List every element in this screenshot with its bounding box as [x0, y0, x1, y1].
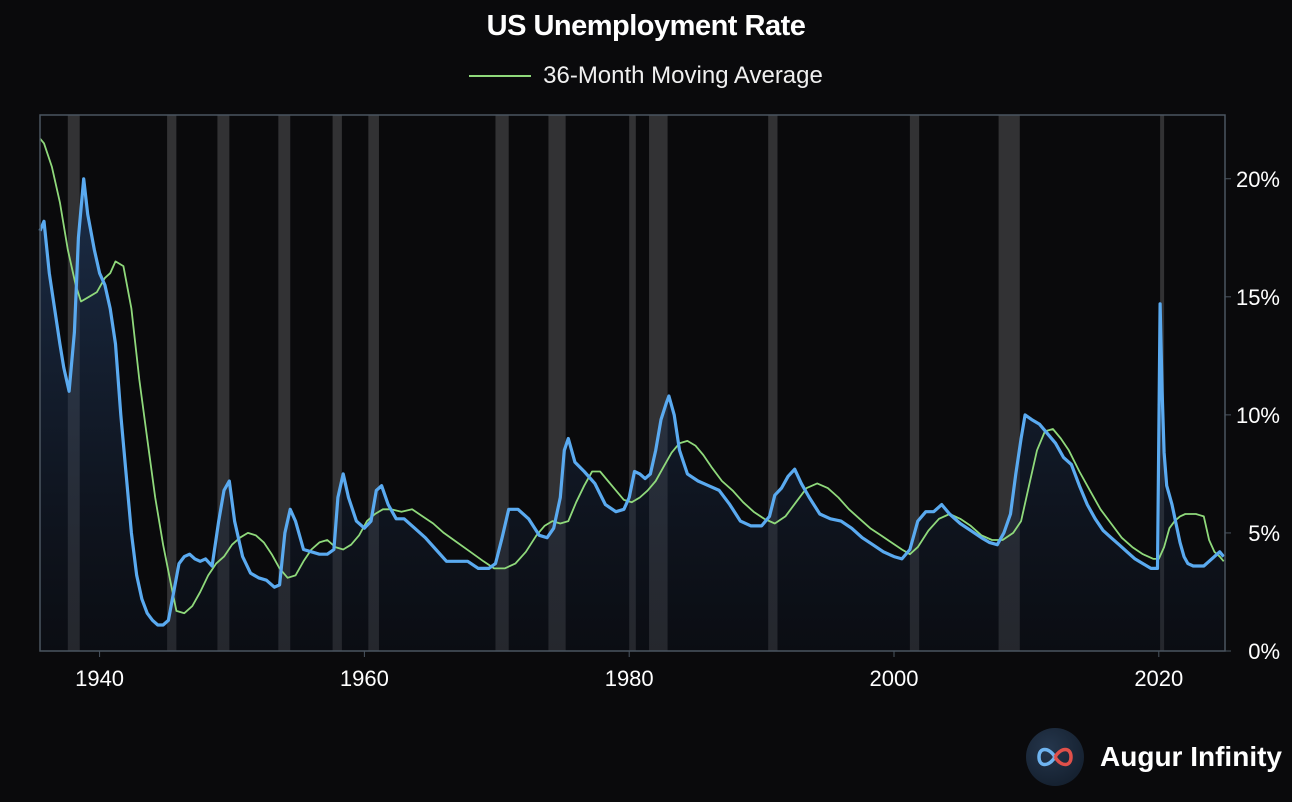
- x-tick-label: 1960: [340, 666, 389, 691]
- y-tick-label: 0%: [1248, 639, 1280, 664]
- recession-band-11: [909, 115, 920, 651]
- unemployment-series: [38, 177, 1225, 627]
- moving-average-line: [39, 138, 1225, 615]
- y-axis: 0% 5% 10% 15% 20%: [1225, 167, 1280, 664]
- infinity-logo-icon: [1026, 728, 1085, 786]
- chart-title: US Unemployment Rate: [486, 10, 806, 42]
- legend-label-moving-average: 36-Month Moving Average: [543, 62, 823, 89]
- moving-average-series: [39, 138, 1225, 615]
- y-tick-label: 5%: [1248, 521, 1280, 546]
- x-tick-label: 2000: [870, 666, 919, 691]
- recession-band-10: [768, 115, 778, 651]
- unemployment-chart: 1940 1960 1980 2000 2020 0% 5% 10% 15% 20%: [38, 114, 1280, 691]
- y-tick-label: 20%: [1236, 167, 1280, 192]
- recession-band-5: [368, 115, 379, 651]
- x-tick-label: 1980: [605, 666, 654, 691]
- y-tick-label: 10%: [1236, 403, 1280, 428]
- plot-frame: [39, 114, 1226, 652]
- brand-name: Augur Infinity: [1100, 741, 1282, 772]
- x-tick-label: 2020: [1134, 666, 1183, 691]
- recession-band-8: [629, 115, 636, 651]
- recession-band-1: [167, 115, 177, 651]
- recession-band-2: [217, 115, 230, 651]
- recession-band-3: [278, 115, 291, 651]
- legend: 36-Month Moving Average: [0, 62, 1292, 90]
- x-axis: 1940 1960 1980 2000 2020: [75, 651, 1183, 691]
- x-tick-label: 1940: [75, 666, 124, 691]
- recession-band-4: [332, 115, 342, 651]
- brand: Augur Infinity: [1026, 728, 1282, 786]
- unemployment-line: [38, 177, 1225, 627]
- y-tick-label: 15%: [1236, 285, 1280, 310]
- legend-swatch-moving-average: [469, 75, 532, 77]
